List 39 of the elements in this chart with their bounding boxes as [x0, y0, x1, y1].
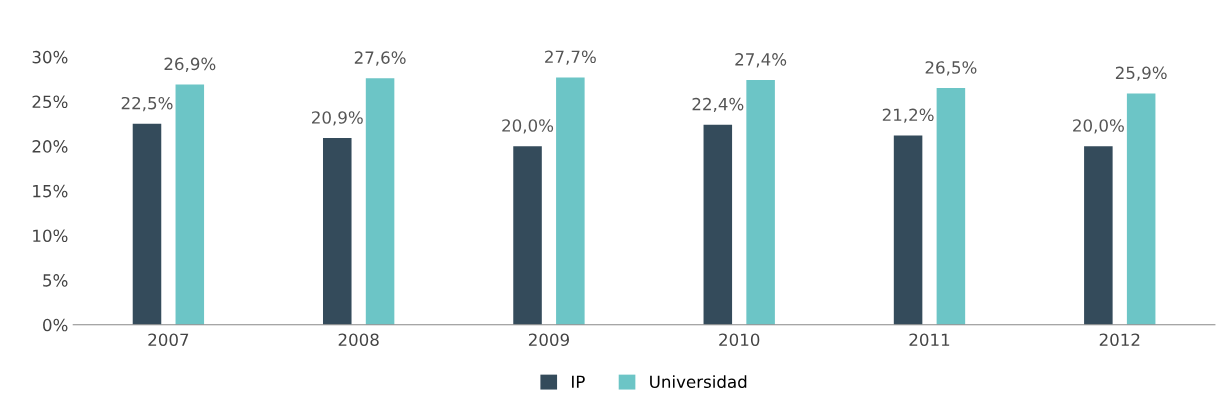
data-label: 27,6%: [354, 51, 406, 66]
x-tick-label: 2012: [1099, 333, 1140, 347]
bar: [175, 84, 205, 325]
x-tick-label: 2008: [338, 333, 379, 347]
y-tick-label: 30%: [32, 50, 68, 64]
legend-label: Universidad: [650, 375, 747, 389]
y-tick-label: 15%: [33, 184, 68, 198]
data-label: 22,4%: [692, 97, 744, 113]
bar: [365, 78, 395, 325]
data-label: 26,5%: [925, 61, 977, 76]
data-label: 20,0%: [502, 119, 554, 134]
bar: [322, 138, 352, 325]
bar: [556, 77, 585, 325]
y-tick-label: 10%: [33, 229, 68, 243]
data-label: 20,0%: [1073, 119, 1124, 134]
x-tick-label: 2007: [148, 333, 189, 347]
bar: [1126, 93, 1156, 325]
data-label: 20,9%: [312, 111, 363, 126]
bar: [893, 135, 923, 325]
legend-label: IP: [572, 375, 585, 388]
x-tick-label: 2009: [528, 333, 569, 347]
bar: [132, 123, 162, 325]
y-tick-label: 25%: [32, 95, 68, 109]
y-tick-label: 20%: [32, 140, 68, 153]
x-tick-label: 2011: [909, 333, 950, 347]
data-label: 26,9%: [164, 57, 216, 72]
data-label: 25,9%: [1115, 66, 1167, 81]
data-label: 22,5%: [121, 96, 173, 112]
x-tick-label: 2010: [719, 333, 760, 347]
bar: [1084, 146, 1113, 325]
data-label: 27,7%: [545, 50, 596, 65]
bar: [746, 80, 775, 325]
data-label: 21,2%: [882, 108, 934, 123]
data-label: 27,4%: [735, 53, 787, 68]
y-tick-label: 5%: [43, 274, 68, 287]
bar: [703, 124, 733, 325]
bar: [513, 146, 542, 325]
bar: [936, 88, 966, 325]
y-tick-label: 0%: [43, 318, 68, 332]
